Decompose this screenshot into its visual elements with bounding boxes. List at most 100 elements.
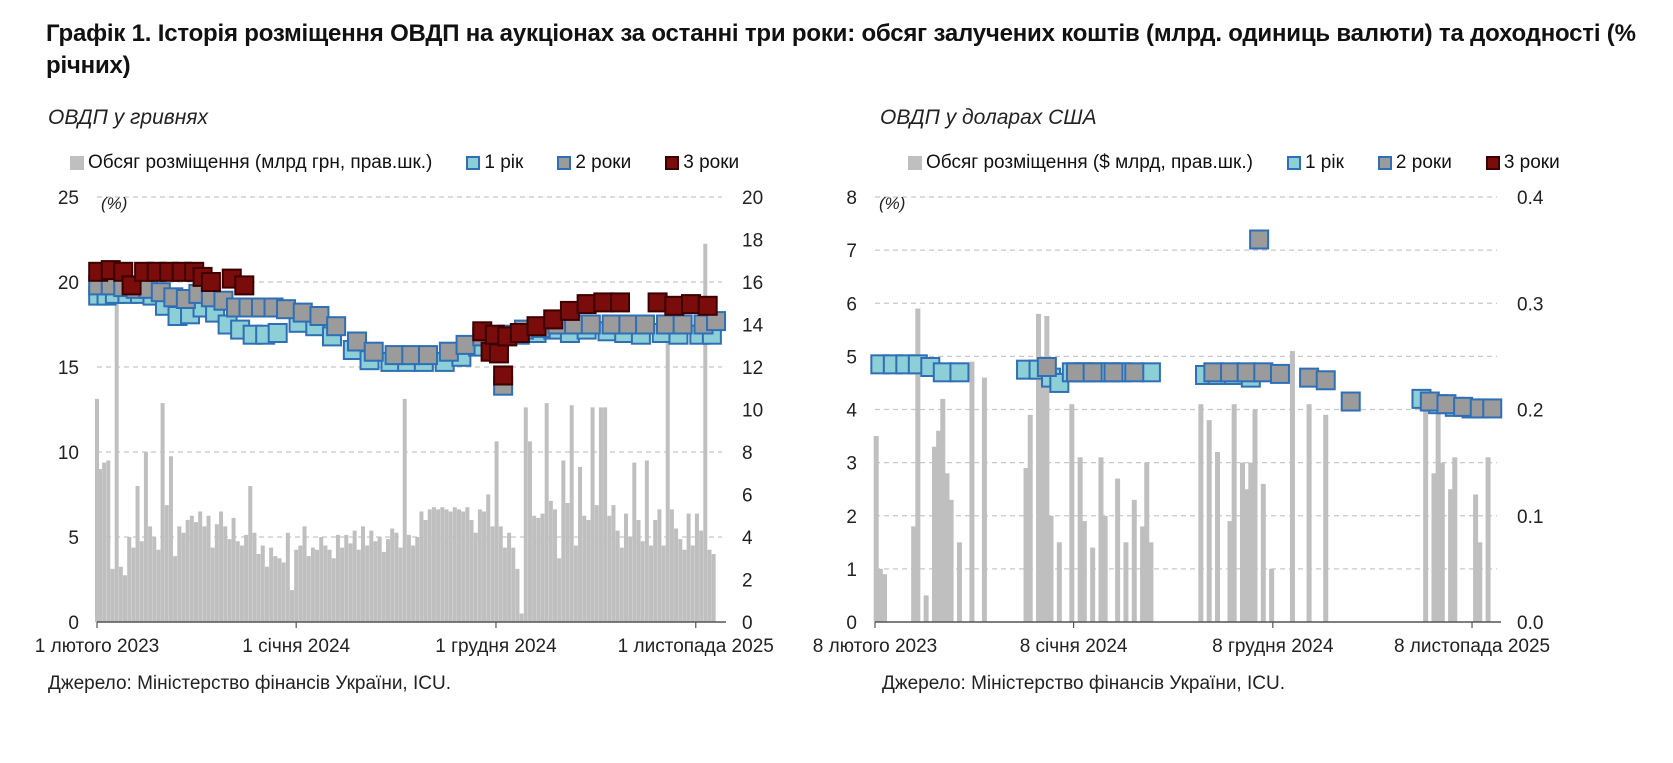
x-tick-label: 1 грудня 2024 [435, 636, 557, 657]
y-right-tick-label: 20 [742, 188, 763, 209]
marker-3y [576, 294, 597, 315]
volume-bar [632, 462, 637, 622]
volume-bar [636, 520, 641, 622]
chart-plot-usd: 8 лютого 2023 8 січня 2024 8 грудня 2024 8 … [813, 188, 1550, 657]
volume-bar [674, 528, 679, 622]
volume-bar [1435, 398, 1441, 622]
volume-bar [256, 554, 261, 622]
volume-bar [699, 530, 704, 622]
marker-3y [526, 316, 547, 337]
volume-bar [102, 462, 107, 622]
volume-bar [923, 595, 929, 622]
chart-legend: Обсяг розміщення (млрд грн, прав.шк.) 1 … [70, 152, 739, 174]
volume-bar [969, 361, 975, 622]
volume-bar [1477, 542, 1483, 622]
volume-bar [381, 551, 386, 622]
marker-2y [1203, 362, 1224, 383]
legend-item-2y: 2 роки [1377, 152, 1452, 174]
marker-3y [680, 294, 701, 315]
volume-bar [1040, 356, 1046, 622]
volume-bar [1306, 404, 1312, 622]
y-left-tick-label: 7 [846, 241, 857, 262]
marker-2y [438, 341, 459, 362]
volume-bar [477, 509, 482, 622]
legend-label-3y: 3 роки [683, 152, 740, 173]
volume-bar [310, 547, 315, 622]
volume-bar [143, 452, 148, 622]
marker-2y [276, 299, 297, 320]
y-left-tick-label: 0 [846, 613, 857, 634]
legend-swatch-1y [1286, 156, 1301, 170]
volume-bar [302, 526, 307, 622]
volume-bar [356, 549, 361, 622]
chart-plot-uah: 1 лютого 2023 1 січня 2024 1 грудня 2024 1 … [35, 188, 774, 657]
volume-bar [223, 526, 228, 622]
volume-bar [669, 509, 674, 622]
volume-bar [557, 558, 562, 622]
volume-bar [181, 532, 186, 622]
volume-bar [431, 507, 436, 622]
legend-label-volume: Обсяг розміщення (млрд грн, прав.шк.) [88, 152, 433, 173]
legend-item-3y: 3 роки [1485, 152, 1560, 174]
volume-bar [494, 441, 499, 622]
volume-bar [1081, 521, 1087, 622]
y-right-tick-label: 12 [742, 358, 763, 379]
volume-bar [594, 505, 599, 622]
volume-bar [678, 539, 683, 622]
volume-bar [1289, 351, 1295, 622]
volume-bar [944, 473, 950, 622]
volume-bar [703, 243, 708, 622]
y-right-tick-label: 0.1 [1517, 507, 1543, 528]
x-tick-label: 8 грудня 2024 [1212, 636, 1334, 657]
marker-1y [1140, 362, 1161, 383]
volume-bar [386, 539, 391, 622]
y-left-tick-label: 5 [846, 347, 857, 368]
y-right-tick-label: 0.0 [1517, 613, 1543, 634]
volume-bar [177, 526, 182, 622]
volume-bar [1485, 457, 1491, 622]
legend-swatch-1y [466, 156, 481, 170]
volume-bar [482, 511, 487, 622]
volume-bar [573, 545, 578, 622]
volume-bar [948, 499, 954, 622]
volume-bar [189, 515, 194, 622]
volume-bar [628, 537, 633, 622]
volume-bar [315, 549, 320, 622]
y-right-tick-label: 0.4 [1517, 188, 1544, 209]
volume-bar [164, 505, 169, 622]
marker-3y [509, 323, 530, 343]
y-left-tick-label: 10 [58, 443, 79, 464]
page-title: Графік 1. Історія розміщення ОВДП на аук… [46, 20, 1636, 79]
volume-bar [1090, 547, 1096, 622]
volume-bar [936, 430, 942, 622]
volume-bar [461, 511, 466, 622]
y-left-tick-label: 0 [68, 613, 79, 634]
volume-bar [882, 574, 888, 622]
y-left-tick-label: 1 [846, 560, 857, 581]
volume-bar [135, 486, 140, 622]
y-left-tick-label: 3 [846, 454, 857, 475]
volume-bar [168, 456, 173, 622]
chart-source: Джерело: Міністерство фінансів України, … [882, 673, 1285, 694]
volume-bar [1431, 473, 1437, 622]
volume-bar [377, 537, 382, 622]
legend-swatch-2y [557, 156, 572, 170]
volume-bar [252, 532, 257, 622]
volume-bar [106, 460, 111, 622]
volume-bar [206, 515, 211, 622]
volume-bar [540, 513, 545, 622]
volume-bar [1423, 393, 1429, 622]
volume-bar [248, 486, 253, 622]
y-right-tick-label: 0.2 [1517, 401, 1543, 422]
y-left-tick-label: 5 [68, 528, 79, 549]
volume-bar [198, 511, 203, 622]
marker-2y [1036, 357, 1057, 377]
volume-bar [578, 466, 583, 622]
volume-bar [1148, 542, 1154, 622]
marker-2y [401, 345, 422, 366]
y-right-tick-label: 14 [742, 316, 764, 337]
marker-3y [543, 309, 564, 330]
legend-label-volume: Обсяг розміщення ($ млрд, прав.шк.) [926, 152, 1253, 173]
marker-2y [1124, 362, 1145, 383]
volume-bar [536, 517, 541, 622]
